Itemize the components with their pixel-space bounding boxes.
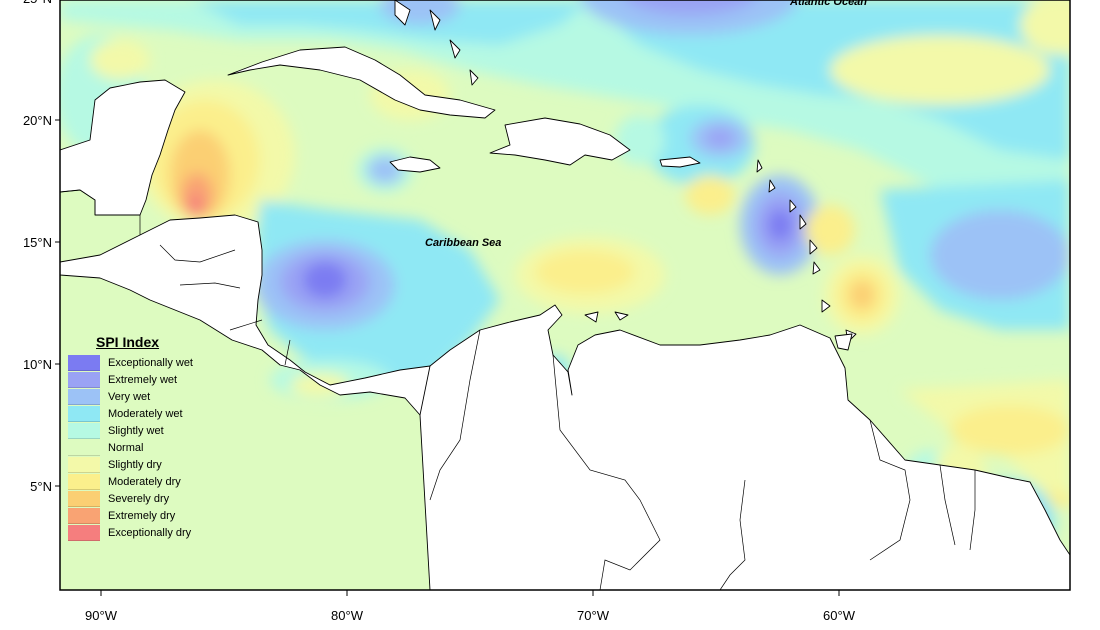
legend-swatch [68,456,100,473]
legend-item: Slightly wet [68,422,218,439]
legend-swatch [68,371,100,388]
land-masses [60,0,1070,590]
legend-item: Normal [68,439,218,456]
caribbean-sea-label: Caribbean Sea [425,237,501,249]
lon-tick-label: 90°W [85,608,118,623]
legend-swatch [68,439,100,456]
legend-swatch [68,354,100,371]
legend-label: Very wet [108,390,151,403]
legend-swatch [68,388,100,405]
map-frame [59,0,1071,591]
legend-item: Very wet [68,388,218,405]
lon-tick-label: 60°W [823,608,856,623]
legend-label: Extremely wet [108,373,178,386]
lat-tick-label: 10°N [23,357,52,372]
atlantic-ocean-label: Atlantic Ocean [789,0,867,8]
lon-tick-label: 80°W [331,608,364,623]
legend-swatch [68,524,100,541]
legend-label: Extremely dry [108,509,176,522]
spi-legend: SPI Index Exceptionally wet Extremely wet… [68,332,218,541]
lat-tick-label: 5°N [30,479,52,494]
legend-swatch [68,422,100,439]
lat-tick-label: 20°N [23,113,52,128]
latitude-axis: 25°N 20°N 15°N 10°N 5°N [23,0,60,494]
legend-item: Moderately dry [68,473,218,490]
legend-title: SPI Index [96,334,160,350]
legend-label: Severely dry [108,492,170,505]
legend-swatch [68,405,100,422]
legend-item: Severely dry [68,490,218,507]
lat-tick-label: 15°N [23,235,52,250]
lat-tick-label: 25°N [23,0,52,6]
longitude-axis: 90°W 80°W 70°W 60°W [85,590,856,623]
legend-label: Slightly dry [108,458,162,471]
legend-label: Normal [108,441,144,454]
legend-item: Exceptionally dry [68,524,218,541]
legend-item: Extremely wet [68,371,218,388]
legend-label: Moderately dry [108,475,181,488]
legend-swatch [68,490,100,507]
spi-field [60,0,1070,590]
legend-label: Exceptionally dry [108,526,192,539]
legend-label: Exceptionally wet [108,356,193,369]
lon-tick-label: 70°W [577,608,610,623]
legend-item: Moderately wet [68,405,218,422]
legend-item: Exceptionally wet [68,354,218,371]
legend-item: Slightly dry [68,456,218,473]
legend-swatch [68,473,100,490]
borders [60,189,976,590]
legend-label: Slightly wet [108,424,164,437]
legend-item: Extremely dry [68,507,218,524]
legend-label: Moderately wet [108,407,183,420]
legend-swatch [68,507,100,524]
